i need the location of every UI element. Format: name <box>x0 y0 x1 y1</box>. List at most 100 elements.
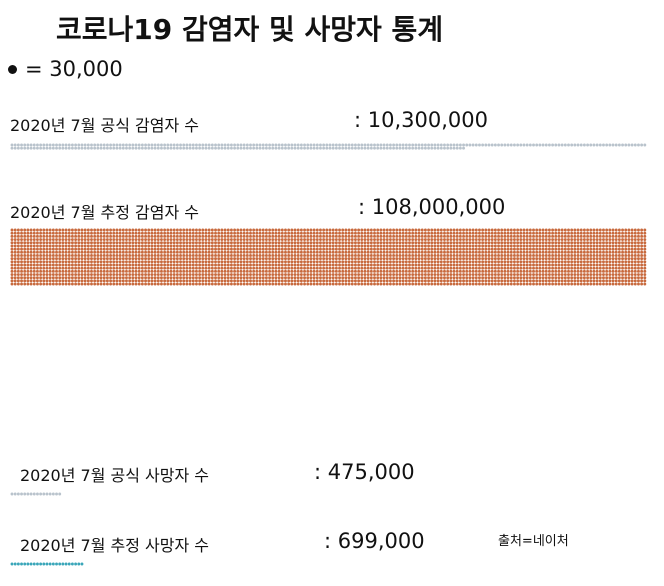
dot-estimated-cases <box>201 279 205 283</box>
dot-estimated-cases <box>417 273 421 276</box>
dot-estimated-cases <box>474 247 478 251</box>
dot-estimated-cases <box>322 263 326 267</box>
dot-estimated-cases <box>411 247 415 251</box>
dot-estimated-cases <box>182 231 186 235</box>
dot-estimated-cases <box>353 273 357 276</box>
dot-estimated-cases <box>299 282 303 286</box>
dot-estimated-cases <box>191 244 195 248</box>
dot-estimated-cases <box>341 269 345 273</box>
dot-estimated-cases <box>414 241 418 245</box>
dot-estimated-cases <box>570 257 574 261</box>
dot-estimated-cases <box>535 234 539 238</box>
dot-estimated-cases <box>538 269 542 273</box>
dot-estimated-cases <box>579 228 583 232</box>
dot-estimated-cases <box>242 253 246 257</box>
dot-estimated-cases <box>48 282 52 286</box>
dot-estimated-cases <box>172 260 176 264</box>
dot-estimated-cases <box>512 228 516 232</box>
dot-estimated-cases <box>70 269 74 273</box>
dot-estimated-deaths <box>45 562 49 566</box>
dot-estimated-cases <box>363 260 367 264</box>
dot-estimated-cases <box>602 228 605 232</box>
dot-estimated-cases <box>602 250 605 254</box>
dot-official-cases <box>284 146 287 150</box>
dot-estimated-cases <box>547 279 551 283</box>
dot-estimated-cases <box>194 282 198 286</box>
dot-estimated-cases <box>506 250 510 254</box>
dot-estimated-cases <box>338 231 341 235</box>
dot-estimated-cases <box>611 263 615 267</box>
dot-estimated-cases <box>465 238 469 241</box>
dot-estimated-cases <box>388 228 392 232</box>
dot-estimated-cases <box>493 257 497 261</box>
dot-estimated-cases <box>74 273 78 276</box>
dot-estimated-cases <box>303 273 307 276</box>
dot-estimated-cases <box>258 263 262 267</box>
dot-estimated-cases <box>67 250 71 254</box>
dot-estimated-cases <box>344 241 348 245</box>
dot-estimated-cases <box>589 279 593 283</box>
dot-estimated-cases <box>614 244 618 248</box>
dot-estimated-cases <box>156 266 160 270</box>
dot-estimated-cases <box>398 269 402 273</box>
dot-estimated-cases <box>74 241 78 245</box>
dot-estimated-cases <box>204 253 208 257</box>
dot-estimated-cases <box>602 247 605 251</box>
dot-estimated-cases <box>363 238 367 241</box>
dot-estimated-cases <box>96 276 100 280</box>
dot-estimated-cases <box>284 276 287 280</box>
dot-estimated-cases <box>264 266 268 270</box>
dot-estimated-cases <box>353 257 357 261</box>
dot-estimated-cases <box>210 266 214 270</box>
dot-official-cases <box>449 143 453 147</box>
dot-estimated-cases <box>293 269 297 273</box>
dot-estimated-cases <box>105 250 109 254</box>
dot-official-cases <box>420 146 424 150</box>
dot-estimated-cases <box>388 241 392 245</box>
dot-estimated-cases <box>331 241 335 245</box>
dot-estimated-cases <box>55 257 58 261</box>
dot-estimated-cases <box>430 241 434 245</box>
dot-estimated-cases <box>261 266 265 270</box>
dot-estimated-cases <box>640 257 644 261</box>
dot-estimated-cases <box>121 250 125 254</box>
dot-estimated-cases <box>563 282 567 286</box>
dot-estimated-cases <box>430 253 434 257</box>
dot-estimated-cases <box>306 231 310 235</box>
dot-estimated-cases <box>471 250 475 254</box>
dot-estimated-cases <box>90 263 93 267</box>
dot-estimated-cases <box>201 253 205 257</box>
dot-estimated-cases <box>109 238 113 241</box>
dot-estimated-cases <box>366 247 370 251</box>
dot-estimated-cases <box>478 244 481 248</box>
dot-estimated-cases <box>207 234 211 238</box>
dot-estimated-cases <box>563 266 567 270</box>
dot-estimated-cases <box>465 231 469 235</box>
dot-estimated-cases <box>64 273 68 276</box>
dot-estimated-cases <box>598 253 602 257</box>
dot-estimated-cases <box>528 282 532 286</box>
dot-estimated-cases <box>280 263 284 267</box>
dot-estimated-cases <box>602 244 605 248</box>
dot-estimated-cases <box>312 266 316 270</box>
dot-estimated-cases <box>175 234 179 238</box>
dot-estimated-cases <box>538 276 542 280</box>
dot-estimated-cases <box>140 241 144 245</box>
dot-estimated-cases <box>353 269 357 273</box>
dot-official-cases <box>277 143 281 147</box>
dot-estimated-cases <box>35 263 39 267</box>
dot-estimated-cases <box>252 276 256 280</box>
dot-estimated-cases <box>567 231 570 235</box>
dot-estimated-cases <box>309 234 313 238</box>
dot-estimated-cases <box>481 269 485 273</box>
dot-estimated-cases <box>322 282 326 286</box>
dot-estimated-cases <box>55 260 58 264</box>
dot-estimated-cases <box>439 241 443 245</box>
dot-estimated-cases <box>633 279 637 283</box>
dot-estimated-cases <box>179 250 182 254</box>
dot-estimated-cases <box>156 231 160 235</box>
dot-estimated-cases <box>109 276 113 280</box>
dot-estimated-cases <box>290 253 294 257</box>
dot-estimated-cases <box>134 231 138 235</box>
dot-official-cases <box>640 143 644 147</box>
